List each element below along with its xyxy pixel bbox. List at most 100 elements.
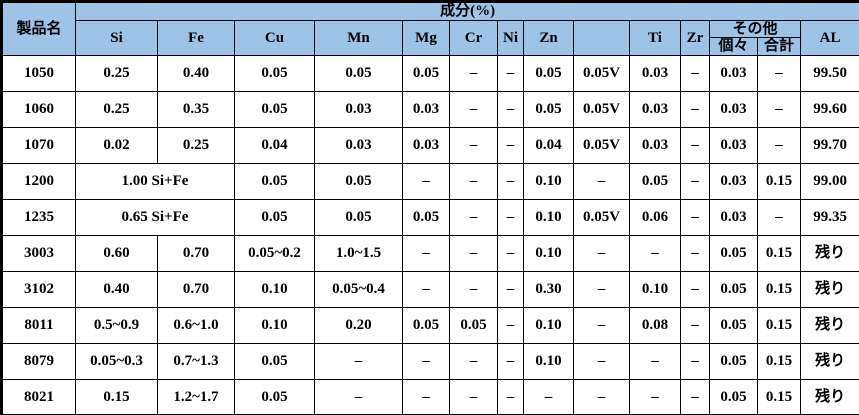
value-cell: 0.15 <box>757 271 801 308</box>
value-cell: – <box>449 91 498 128</box>
value-cell: 0.05 <box>234 379 315 415</box>
value-cell: – <box>573 163 630 200</box>
value-cell: 0.05 <box>449 307 498 344</box>
table-row: 1235 0.65 Si+Fe 0.05 0.05 0.05– –0.10 0.05V 0.0… <box>1 199 859 236</box>
value-cell: 0.10 <box>234 271 315 308</box>
value-cell: – <box>629 379 681 415</box>
value-cell: – <box>314 379 403 415</box>
value-cell: 0.15 <box>75 379 158 415</box>
value-cell: 0.05 <box>314 199 403 236</box>
value-cell: 0.03 <box>402 127 450 164</box>
value-cell: 0.6~1.0 <box>157 307 235 344</box>
value-cell: – <box>402 379 450 415</box>
value-cell: 0.05 <box>234 55 315 92</box>
value-cell: 0.25 <box>75 55 158 92</box>
value-cell: 0.03 <box>709 55 758 92</box>
product-name-cell: 3003 <box>1 235 76 272</box>
value-cell: 0.05 <box>709 343 758 380</box>
value-cell: – <box>497 271 524 308</box>
table-row: 1200 1.00 Si+Fe 0.05 0.05– – –0.10–0.05–0.03 0… <box>1 163 859 200</box>
value-cell: – <box>573 271 630 308</box>
value-cell: 0.05 <box>402 55 450 92</box>
table-row: 8079 0.05~0.3 0.7~1.3 0.05– – – –0.10– – –0.05 0.… <box>1 343 859 380</box>
value-cell: 0.15 <box>757 343 801 380</box>
value-cell: 残り <box>799 307 859 344</box>
value-cell: 0.05 <box>234 163 315 200</box>
value-cell: – <box>573 343 630 380</box>
value-cell: – <box>680 343 710 380</box>
table-row: 3102 0.40 0.70 0.10 0.05~0.4– – –0.30–0.10–0.0… <box>1 271 859 308</box>
value-cell: – <box>449 199 498 236</box>
value-cell: 0.03 <box>709 199 758 236</box>
value-cell: – <box>573 379 630 415</box>
table-row: 3003 0.60 0.70 0.05~0.2 1.0~1.5– – –0.10– – –0.0… <box>1 235 859 272</box>
value-cell: 0.7~1.3 <box>157 343 235 380</box>
value-cell: 0.70 <box>157 235 235 272</box>
value-cell: 0.03 <box>709 127 758 164</box>
value-cell: – <box>449 343 498 380</box>
value-cell: – <box>449 163 498 200</box>
value-cell: – <box>573 235 630 272</box>
value-cell: 0.15 <box>757 307 801 344</box>
value-cell: 0.05 <box>314 55 403 92</box>
value-cell: 0.05 <box>234 199 315 236</box>
value-cell: 0.10 <box>523 235 574 272</box>
value-cell: 0.30 <box>523 271 574 308</box>
value-cell: 99.35 <box>799 199 859 236</box>
value-cell: – <box>497 199 524 236</box>
composition-group-header: 成分(%) <box>74 1 859 21</box>
value-cell: – <box>497 379 524 415</box>
value-cell: 99.70 <box>799 127 859 164</box>
value-cell: 0.65 Si+Fe <box>75 199 235 236</box>
column-header-ni: Ni <box>497 19 524 56</box>
product-name-cell: 8079 <box>1 343 76 380</box>
column-header-others-total: 合計 <box>757 37 801 56</box>
value-cell: – <box>757 127 801 164</box>
value-cell: 99.60 <box>799 91 859 128</box>
value-cell: 0.05V <box>573 127 630 164</box>
value-cell: – <box>680 55 710 92</box>
value-cell: 0.10 <box>234 307 315 344</box>
value-cell: – <box>449 127 498 164</box>
column-header-product: 製品名 <box>1 1 76 56</box>
value-cell: 0.15 <box>757 379 801 415</box>
value-cell: – <box>757 91 801 128</box>
value-cell: – <box>629 343 681 380</box>
column-header-zr: Zr <box>680 19 710 56</box>
column-header-cr: Cr <box>449 19 498 56</box>
value-cell: – <box>497 307 524 344</box>
column-header-zn: Zn <box>523 19 574 56</box>
column-header-cu: Cu <box>234 19 315 56</box>
value-cell: 0.05 <box>402 307 450 344</box>
value-cell: 0.10 <box>523 163 574 200</box>
column-header-si: Si <box>75 19 158 56</box>
value-cell: 0.20 <box>314 307 403 344</box>
value-cell: – <box>402 271 450 308</box>
value-cell: – <box>402 163 450 200</box>
table-row: 1070 0.02 0.25 0.04 0.03 0.03– –0.04 0.05V 0.03–… <box>1 127 859 164</box>
column-header-others-individual: 個々 <box>709 37 758 56</box>
value-cell: 残り <box>799 235 859 272</box>
value-cell: – <box>680 127 710 164</box>
value-cell: 1.00 Si+Fe <box>75 163 235 200</box>
value-cell: 0.03 <box>629 127 681 164</box>
product-name-cell: 3102 <box>1 271 76 308</box>
value-cell: 0.03 <box>314 127 403 164</box>
value-cell: 0.03 <box>629 55 681 92</box>
value-cell: 0.05 <box>709 307 758 344</box>
table-row: 1050 0.25 0.40 0.05 0.05 0.05– –0.05 0.05V 0.03–… <box>1 55 859 92</box>
value-cell: 0.25 <box>157 127 235 164</box>
value-cell: 0.03 <box>709 91 758 128</box>
value-cell: 0.05 <box>234 91 315 128</box>
value-cell: – <box>680 379 710 415</box>
value-cell: 0.04 <box>523 127 574 164</box>
column-header-mg: Mg <box>402 19 450 56</box>
value-cell: – <box>497 343 524 380</box>
value-cell: 1.0~1.5 <box>314 235 403 272</box>
value-cell: 0.03 <box>314 91 403 128</box>
value-cell: 残り <box>799 343 859 380</box>
value-cell: – <box>497 163 524 200</box>
product-name-cell: 1235 <box>1 199 76 236</box>
value-cell: – <box>449 55 498 92</box>
